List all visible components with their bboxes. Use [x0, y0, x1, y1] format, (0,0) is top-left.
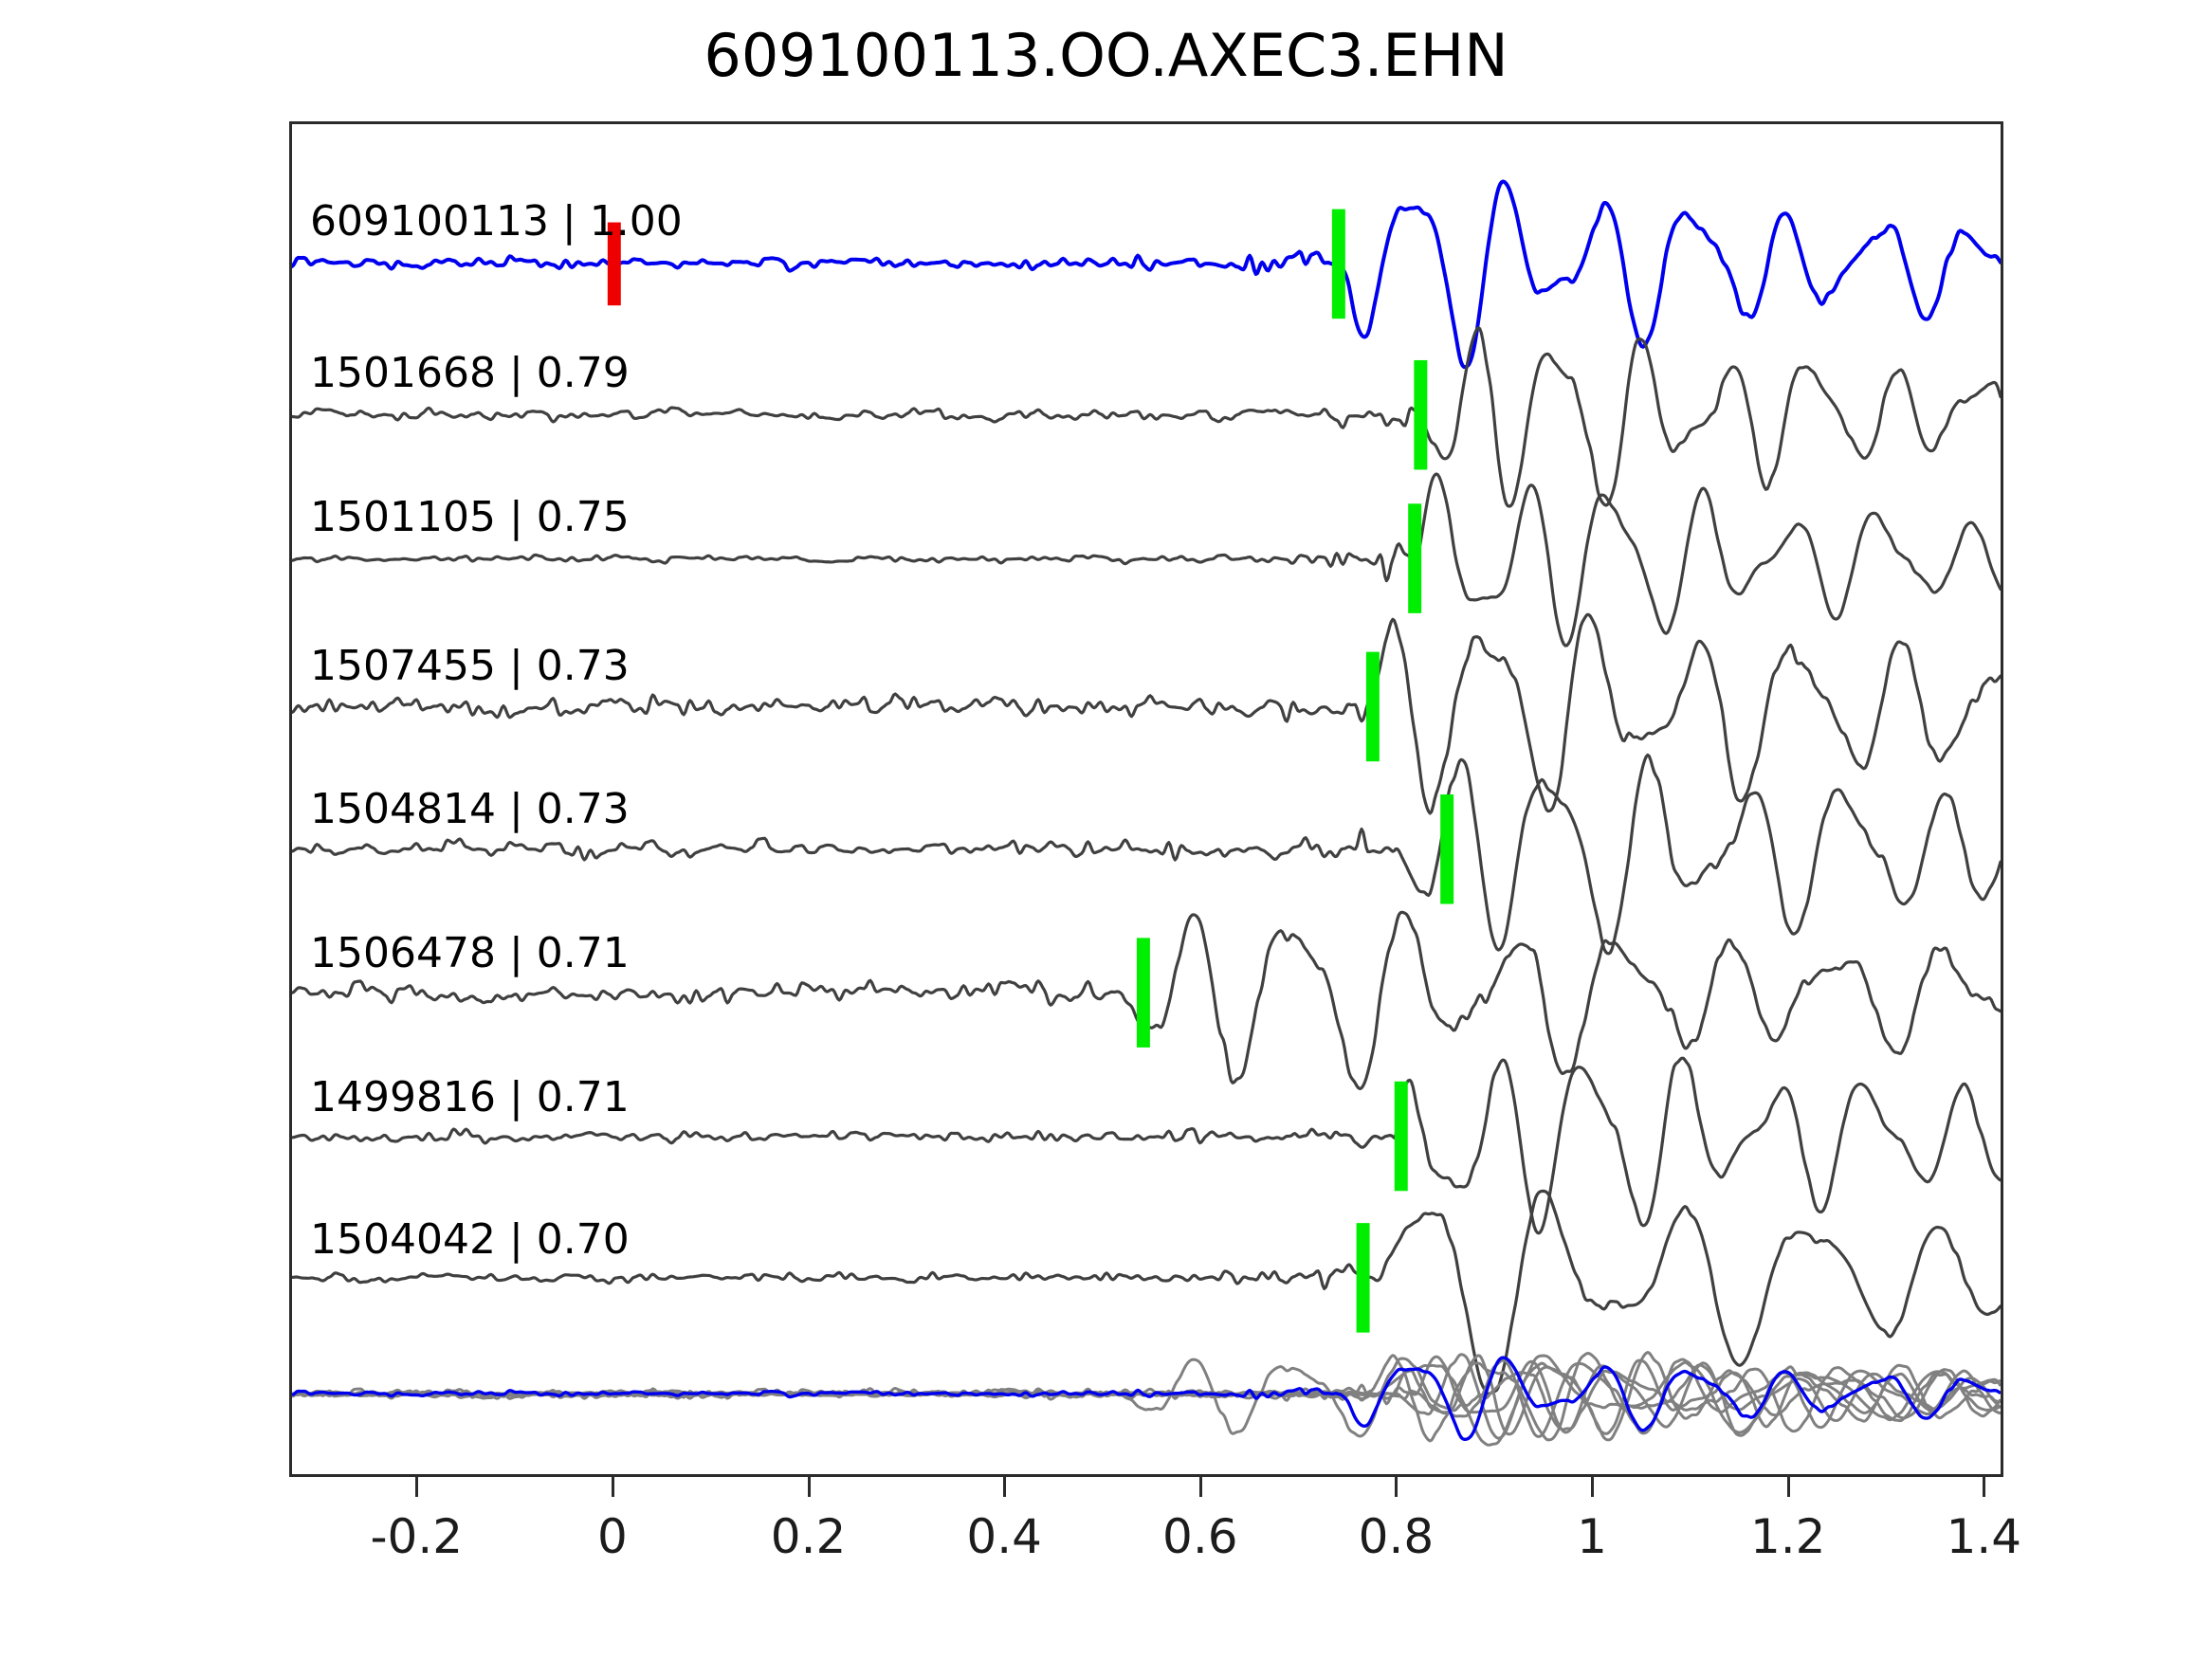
x-tick-mark [1198, 1476, 1202, 1497]
stack-trace-1504042 [292, 1354, 2001, 1447]
phase-pick-marker-1506478 [1136, 938, 1150, 1048]
x-tick-mark [1983, 1476, 1986, 1497]
phase-pick-marker-609100113 [1331, 209, 1345, 319]
phase-pick-marker-1501105 [1408, 503, 1422, 613]
page-title: 609100113.OO.AXEC3.EHN [704, 21, 1508, 90]
x-tick-label: 1.2 [1749, 1509, 1826, 1564]
x-tick-mark [611, 1476, 614, 1497]
stack-trace-1499816 [292, 1358, 2001, 1438]
trace-label-1506478: 1506478 | 0.71 [310, 929, 630, 977]
waveform-trace-1501105 [292, 472, 2001, 647]
waveform-trace-1499816 [292, 1056, 2001, 1235]
x-tick-label: 1.4 [1946, 1509, 2022, 1564]
x-tick-label: 0.6 [1162, 1509, 1238, 1564]
trace-label-1507455: 1507455 | 0.73 [310, 642, 630, 690]
x-tick-mark [1395, 1476, 1398, 1497]
phase-pick-marker-1504042 [1356, 1223, 1370, 1333]
waveform-trace-1504042 [292, 1189, 2001, 1395]
trace-label-1499816: 1499816 | 0.71 [310, 1073, 630, 1121]
x-tick-mark [1591, 1476, 1595, 1497]
trace-label-1501668: 1501668 | 0.79 [310, 349, 630, 397]
x-tick-mark [1003, 1476, 1007, 1497]
phase-pick-marker-1499816 [1394, 1081, 1408, 1192]
phase-pick-marker-1504814 [1440, 794, 1454, 904]
phase-pick-marker-1501668 [1414, 359, 1428, 470]
x-tick-label: 0 [597, 1509, 628, 1564]
stack-trace-template [292, 1356, 2001, 1441]
waveform-canvas [292, 179, 2001, 1447]
waveform-trace-609100113 [292, 179, 2001, 370]
x-tick-mark [807, 1476, 811, 1497]
trace-label-1504042: 1504042 | 0.70 [310, 1215, 630, 1264]
trace-label-1501105: 1501105 | 0.75 [310, 493, 630, 541]
trace-label-1504814: 1504814 | 0.73 [310, 785, 630, 833]
stack-trace-1506478 [292, 1357, 2001, 1438]
x-tick-label: -0.2 [370, 1509, 464, 1564]
x-tick-label: 1 [1577, 1509, 1607, 1564]
waveform-trace-1507455 [292, 612, 2001, 815]
x-tick-mark [415, 1476, 419, 1497]
x-tick-label: 0.4 [966, 1509, 1042, 1564]
waveform-trace-1504814 [292, 753, 2001, 956]
x-tick-mark [1786, 1476, 1790, 1497]
trace-label-609100113: 609100113 | 1.00 [310, 197, 683, 246]
x-tick-label: 0.8 [1358, 1509, 1435, 1564]
x-tick-label: 0.2 [770, 1509, 847, 1564]
plot-area [289, 121, 2003, 1477]
phase-pick-marker-1507455 [1365, 651, 1380, 762]
waveform-trace-1501668 [292, 326, 2001, 508]
origin-time-marker-609100113 [607, 222, 621, 306]
